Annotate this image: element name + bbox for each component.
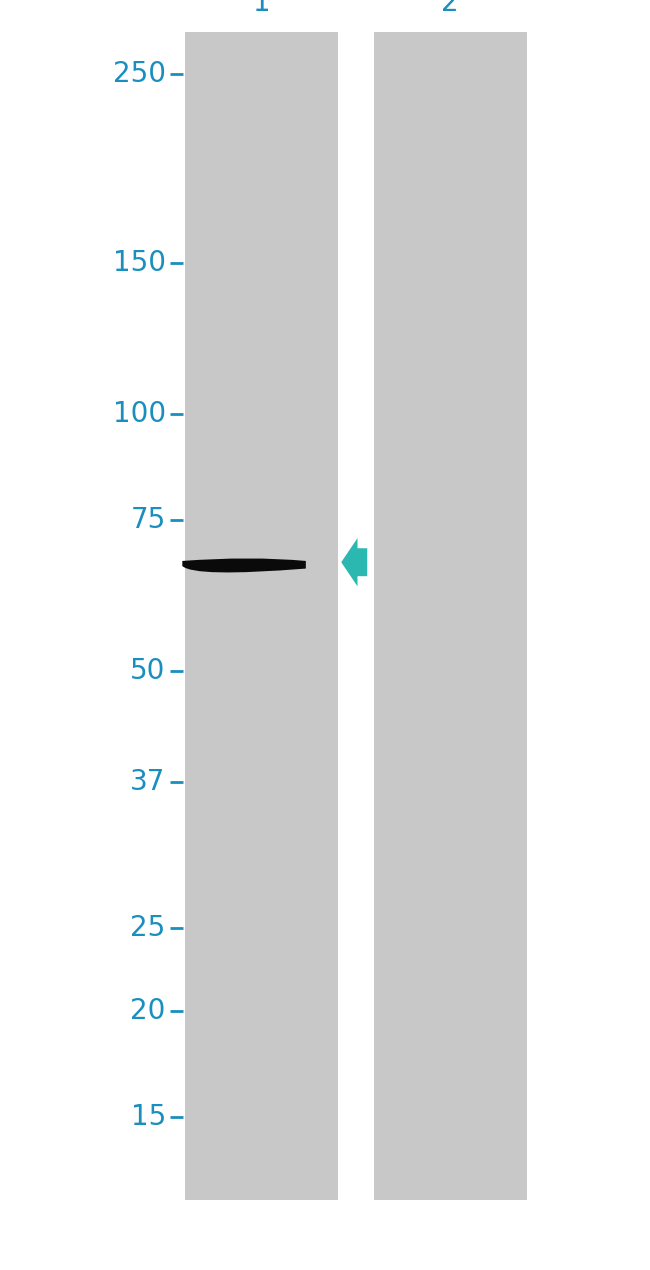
Text: 75: 75 — [131, 507, 166, 535]
Text: 150: 150 — [112, 249, 166, 277]
Text: 25: 25 — [131, 914, 166, 942]
Text: 20: 20 — [131, 997, 166, 1025]
Text: 15: 15 — [131, 1104, 166, 1132]
Text: 1: 1 — [253, 0, 270, 17]
Text: 250: 250 — [112, 60, 166, 88]
FancyArrow shape — [341, 538, 367, 587]
PathPatch shape — [182, 559, 306, 573]
Bar — [374, 32, 526, 1200]
Text: 100: 100 — [112, 400, 166, 428]
Text: 50: 50 — [131, 657, 166, 685]
Bar — [185, 32, 338, 1200]
Text: 2: 2 — [441, 0, 459, 17]
Text: 37: 37 — [131, 768, 166, 796]
